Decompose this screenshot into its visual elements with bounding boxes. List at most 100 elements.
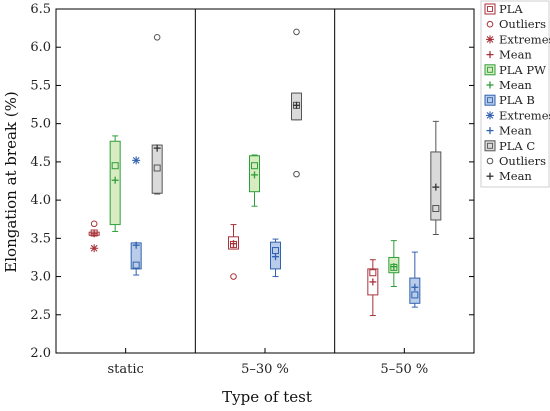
- box-pla: [367, 259, 379, 317]
- box-pla-b: [270, 238, 281, 278]
- y-tick-label: 5.0: [30, 117, 51, 132]
- mean-marker: [251, 171, 258, 179]
- outlier-point: [230, 273, 237, 280]
- legend-label: Mean: [499, 169, 532, 183]
- y-axis-label: Elongation at break (%): [2, 91, 20, 272]
- outlier-point: [90, 220, 98, 228]
- legend-circle-swatch: [486, 157, 494, 165]
- legend-label: PLA PW: [499, 63, 546, 77]
- legend-item: Extremes: [486, 108, 550, 122]
- mean-marker: [293, 101, 300, 109]
- box-pla: [88, 220, 100, 253]
- legend-box-swatch: [484, 94, 496, 106]
- outlier-point: [293, 28, 300, 36]
- mean-marker: [111, 176, 119, 184]
- box-pla-b: [130, 156, 142, 276]
- median-marker: [369, 269, 377, 277]
- legend-plus-swatch: [486, 127, 494, 135]
- y-tick-label: 3.0: [30, 270, 51, 285]
- legend-box-swatch: [484, 64, 496, 76]
- y-tick-label: 2.0: [30, 346, 51, 361]
- legend-circle-swatch: [486, 20, 494, 28]
- legend-item: PLA: [484, 2, 523, 16]
- legend-label: Mean: [499, 124, 532, 138]
- star-stroke: [132, 156, 140, 164]
- box-pla-pw: [388, 240, 400, 287]
- legend-star-swatch: [486, 111, 494, 120]
- mean-marker: [390, 263, 398, 271]
- legend-frame: [480, 0, 550, 188]
- x-tick-label: static: [108, 362, 144, 377]
- legend-item: Mean: [486, 48, 532, 62]
- mean-marker: [411, 283, 419, 291]
- box-pla-b: [409, 251, 421, 308]
- y-axis-ticks: 2.0 2.5 3.0 3.5 4.0 4.5 5.0 5.5 6.0 6.5: [30, 2, 474, 361]
- legend-label: PLA C: [499, 139, 535, 153]
- legend-item: Mean: [486, 169, 532, 183]
- legend-median-swatch: [487, 66, 493, 73]
- legend-label: PLA B: [499, 93, 535, 107]
- legend-label: Mean: [499, 48, 532, 62]
- mean-marker: [230, 240, 237, 248]
- extreme-point: [132, 156, 141, 165]
- legend-item: PLA B: [484, 93, 535, 107]
- legend-item: Outliers: [486, 154, 546, 168]
- box-pla-c: [430, 120, 442, 236]
- star-stroke: [486, 112, 494, 119]
- y-tick-label: 4.5: [30, 155, 51, 170]
- median-marker: [432, 205, 440, 213]
- y-tick-label: 2.5: [30, 308, 51, 323]
- y-tick-label: 6.0: [30, 40, 51, 55]
- legend-plus-swatch: [486, 81, 494, 89]
- x-axis-label: Type of test: [222, 388, 312, 406]
- box-pla-c: [151, 33, 163, 195]
- legend-item: PLA PW: [484, 63, 546, 77]
- legend-label: Extremes: [499, 32, 550, 46]
- x-axis-categories: static 5–30 % 5–50 %: [108, 348, 428, 377]
- median-marker: [251, 162, 258, 170]
- box-pla-c: [291, 28, 302, 178]
- median-marker: [411, 291, 419, 299]
- mean-marker: [432, 183, 440, 191]
- legend-plus-swatch: [486, 51, 494, 59]
- mean-marker: [153, 144, 161, 152]
- y-tick-label: 3.5: [30, 231, 51, 246]
- legend-median-swatch: [487, 97, 493, 104]
- legend-label: PLA: [499, 2, 523, 16]
- box-pla: [228, 224, 239, 280]
- outlier-point: [293, 170, 300, 178]
- legend-label: Outliers: [499, 17, 546, 31]
- extreme-point: [90, 244, 99, 253]
- legend-median-swatch: [487, 6, 493, 12]
- legend-median-swatch: [487, 142, 493, 149]
- legend-item: Mean: [486, 78, 532, 92]
- legend-label: Mean: [499, 78, 532, 92]
- mean-marker: [272, 253, 279, 261]
- legend-item: PLA C: [484, 139, 535, 153]
- mean-marker: [369, 278, 377, 286]
- legend-star-swatch: [486, 35, 494, 44]
- median-marker: [111, 162, 119, 170]
- mean-marker: [132, 241, 140, 249]
- y-tick-label: 6.5: [30, 2, 51, 17]
- legend-item: Outliers: [486, 17, 546, 31]
- legend-box-swatch: [484, 140, 496, 152]
- legend-label: Outliers: [499, 154, 546, 168]
- median-marker: [132, 261, 140, 269]
- y-tick-label: 4.0: [30, 193, 51, 208]
- x-tick-label: 5–50 %: [380, 362, 428, 377]
- box-pla-pw: [109, 135, 121, 232]
- legend-item: Extremes: [486, 32, 550, 46]
- legend-item: Mean: [486, 124, 532, 138]
- plot-area: [55, 8, 475, 354]
- star-stroke: [486, 36, 494, 43]
- legend-box-swatch: [484, 3, 496, 15]
- legend-label: Extremes: [499, 108, 550, 122]
- y-tick-label: 5.5: [30, 78, 51, 93]
- legend-plus-swatch: [486, 172, 494, 180]
- x-tick-label: 5–30 %: [241, 362, 289, 377]
- outlier-point: [153, 33, 161, 41]
- mean-marker: [90, 230, 98, 238]
